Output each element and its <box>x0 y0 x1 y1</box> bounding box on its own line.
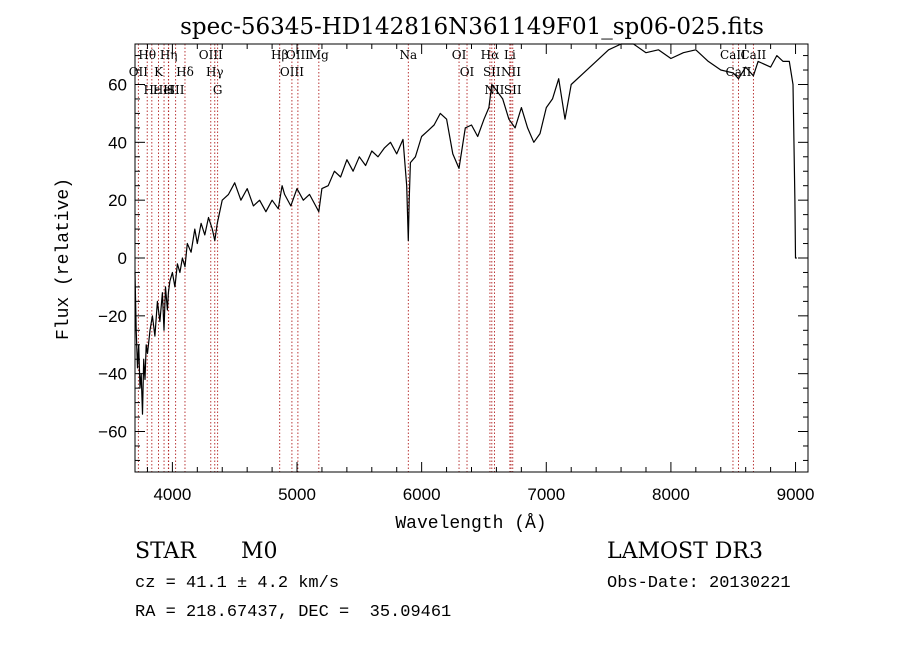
spectral-line-label: Hβ <box>271 48 288 62</box>
spectral-line-label: OIII <box>286 48 310 62</box>
spectral-line-label: Hη <box>160 48 178 62</box>
spectral-line-label: K <box>154 65 164 79</box>
spectral-line-label: NII <box>484 83 504 97</box>
y-axis: −60 −40 −20 0 20 40 60 <box>98 55 808 461</box>
spectral-line-label: NII <box>501 65 521 79</box>
ra-dec-readout: RA = 218.67437, DEC = 35.09461 <box>135 603 452 622</box>
spectral-line-label: G <box>213 83 223 97</box>
spectral-line-label: SII <box>483 65 501 79</box>
spectral-line-label: Hα <box>481 48 500 62</box>
object-subclass: M0 <box>241 539 278 564</box>
y-tick-label: −40 <box>98 365 127 384</box>
spectral-line-label: OIII <box>280 65 304 79</box>
object-class: STAR <box>135 539 196 564</box>
x-tick-label: 9000 <box>777 485 815 504</box>
x-tick-label: 7000 <box>527 485 565 504</box>
x-tick-label: 8000 <box>652 485 690 504</box>
y-tick-label: 0 <box>118 249 127 268</box>
spectral-line-label: HeI <box>153 83 176 97</box>
y-axis-label: Flux (relative) <box>54 178 74 340</box>
obs-date: Obs-Date: 20130221 <box>607 574 791 593</box>
spectral-line-label: CaII <box>720 48 746 62</box>
y-tick-label: 20 <box>108 191 127 210</box>
spectral-line-label: Li <box>504 48 516 62</box>
spectral-line-label: OIII <box>199 48 223 62</box>
x-axis-label: Wavelength (Å) <box>395 513 546 534</box>
spectral-line-label: OII <box>129 65 149 79</box>
spectral-line-label: Hδ <box>176 65 194 79</box>
y-tick-label: −60 <box>98 423 127 442</box>
spectral-line-markers <box>137 44 754 472</box>
x-tick-label: 5000 <box>278 485 316 504</box>
flux-line <box>134 43 797 415</box>
y-tick-label: 40 <box>108 133 127 152</box>
spectral-line-label: CaII <box>740 48 766 62</box>
spectral-line-label: Hε <box>143 83 160 97</box>
spectral-line-label: Na <box>399 48 417 62</box>
y-tick-label: 60 <box>108 75 127 94</box>
x-tick-label: 6000 <box>403 485 441 504</box>
x-axis: 4000 5000 6000 7000 8000 9000 <box>146 44 815 504</box>
spectral-line-label: SII <box>167 83 185 97</box>
spectral-line-label: H <box>163 83 173 97</box>
spectral-line-label: Mg <box>309 48 329 62</box>
spectral-line-label: OI <box>460 65 475 79</box>
spectral-line-label: Hγ <box>206 65 224 79</box>
chart-title: spec-56345-HD142816N361149F01_sp06-025.f… <box>180 14 764 40</box>
spectral-line-label: Hθ <box>138 48 156 62</box>
spectral-line-label: SII <box>504 83 522 97</box>
survey-name: LAMOST DR3 <box>607 539 763 564</box>
redshift-readout: cz = 41.1 ± 4.2 km/s <box>135 574 340 593</box>
plot-frame <box>134 43 809 473</box>
x-tick-label: 4000 <box>153 485 191 504</box>
spectral-line-label: OI <box>452 48 467 62</box>
flux-series <box>134 43 797 415</box>
y-tick-label: −20 <box>98 307 127 326</box>
